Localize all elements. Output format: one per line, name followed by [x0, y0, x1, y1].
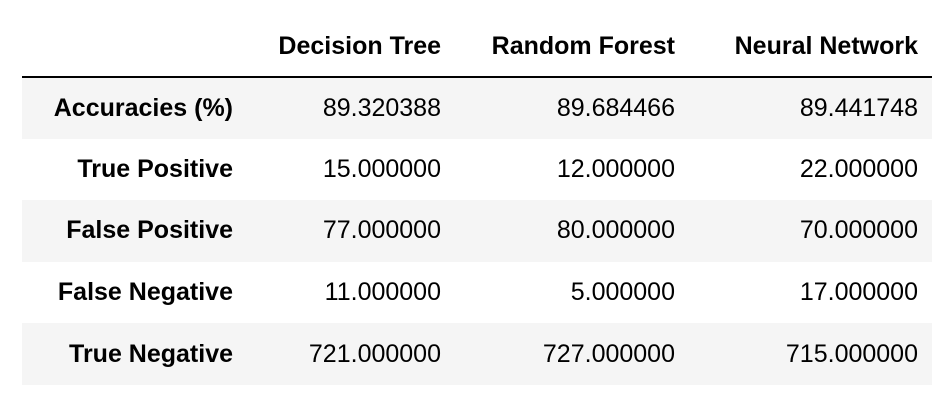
table-cell: 715.000000	[785, 339, 918, 368]
table-row: True Negative 721.000000 727.000000 715.…	[22, 323, 932, 385]
table-cell: 11.000000	[324, 278, 441, 307]
table-row: Accuracies (%) 89.320388 89.684466 89.44…	[22, 77, 932, 139]
column-header-random-forest: Random Forest	[455, 16, 689, 78]
table-cell: 5.000000	[570, 278, 675, 307]
table-cell: 22.000000	[799, 154, 918, 183]
row-label-accuracies: Accuracies (%)	[53, 93, 233, 122]
table-cell: 17.000000	[799, 278, 918, 307]
results-table: Decision Tree Random Forest Neural Netwo…	[22, 16, 932, 385]
table-cell: 12.000000	[556, 154, 675, 183]
table-cell: 77.000000	[322, 216, 441, 245]
table-row: True Positive 15.000000 12.000000 22.000…	[22, 138, 932, 201]
table-cell: 89.320388	[322, 93, 441, 122]
column-header-decision-tree: Decision Tree	[247, 16, 455, 78]
table-cell: 727.000000	[542, 339, 675, 368]
header-row: Decision Tree Random Forest Neural Netwo…	[22, 16, 932, 78]
dataframe-container: Decision Tree Random Forest Neural Netwo…	[22, 16, 932, 385]
table-cell: 89.441748	[799, 93, 918, 122]
column-header-neural-network: Neural Network	[689, 16, 932, 78]
row-label-true-positive: True Positive	[77, 154, 233, 183]
index-header	[22, 16, 247, 78]
table-cell: 89.684466	[556, 93, 675, 122]
table-cell: 721.000000	[308, 339, 441, 368]
table-cell: 70.000000	[799, 216, 918, 245]
table-row: False Positive 77.000000 80.000000 70.00…	[22, 200, 932, 262]
table-cell: 80.000000	[556, 216, 675, 245]
row-label-false-positive: False Positive	[66, 216, 233, 245]
row-label-false-negative: False Negative	[57, 278, 233, 307]
table-cell: 15.000000	[322, 154, 441, 183]
table-row: False Negative 11.000000 5.000000 17.000…	[22, 261, 932, 324]
table-header: Decision Tree Random Forest Neural Netwo…	[22, 16, 932, 78]
table-body: Accuracies (%) 89.320388 89.684466 89.44…	[22, 77, 932, 385]
row-label-true-negative: True Negative	[69, 339, 233, 368]
